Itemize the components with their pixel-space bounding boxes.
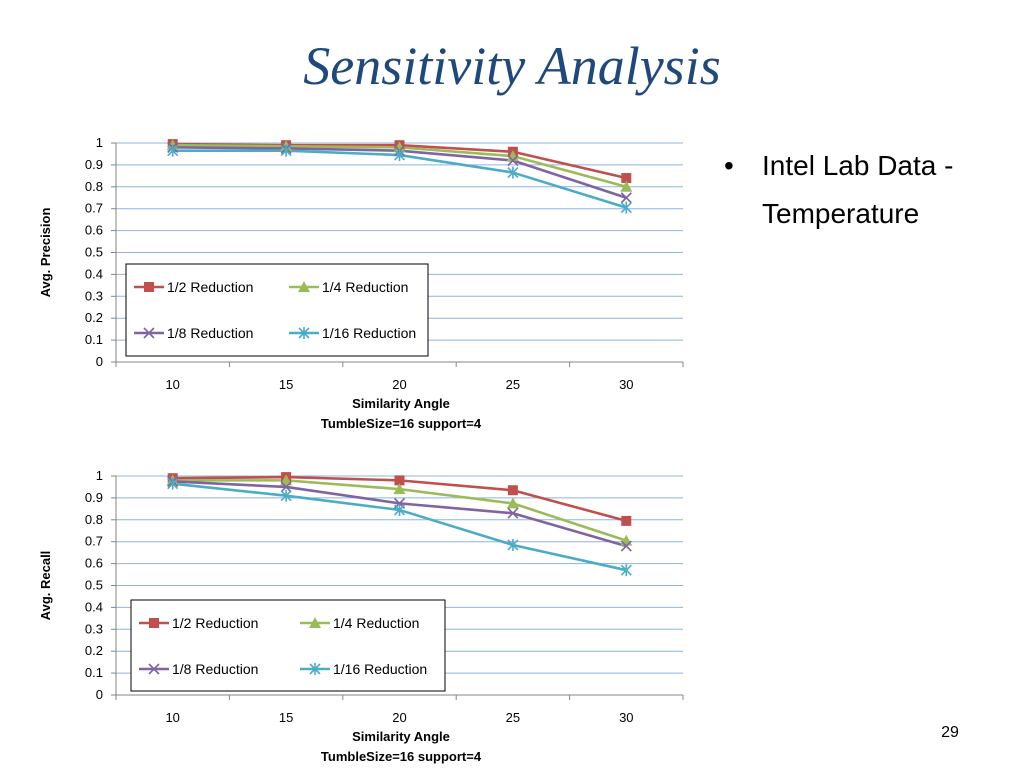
legend-label: 1/8 Reduction xyxy=(167,325,253,341)
y-tick-label: 0.2 xyxy=(85,310,103,325)
data-point xyxy=(507,166,519,179)
x-tick-label: 20 xyxy=(392,710,406,725)
x-tick-label: 10 xyxy=(165,377,179,392)
legend-box xyxy=(130,599,446,692)
y-tick-label: 1 xyxy=(96,135,103,150)
data-point xyxy=(620,192,632,204)
x-tick-label: 30 xyxy=(619,710,633,725)
data-point xyxy=(280,481,292,493)
legend-label: 1/2 Reduction xyxy=(167,279,253,295)
data-point xyxy=(620,180,633,192)
bullet-list: • Intel Lab Data - Temperature xyxy=(724,142,1014,238)
x-axis-title: Similarity Angle xyxy=(352,396,450,411)
x-axis-title: Similarity Angle xyxy=(352,729,450,744)
legend: 1/2 Reduction 1/4 Reduction 1/8 Reduction 1… xyxy=(125,263,429,357)
x-tick-label: 15 xyxy=(279,710,293,725)
x-tick-label: 20 xyxy=(392,377,406,392)
y-tick-label: 0.1 xyxy=(85,665,103,680)
y-axis-title: Avg. Recall xyxy=(38,551,53,621)
chart-caption: TumbleSize=16 support=4 xyxy=(321,416,482,431)
y-axis-title: Avg. Precision xyxy=(38,208,53,298)
y-tick-label: 0.7 xyxy=(85,534,103,549)
y-tick-label: 0.9 xyxy=(85,490,103,505)
x-tick-label: 25 xyxy=(506,710,520,725)
y-tick-label: 1 xyxy=(96,468,103,483)
data-point xyxy=(507,154,519,167)
x-tick-label: 30 xyxy=(619,377,633,392)
y-tick-label: 0.3 xyxy=(85,288,103,303)
y-tick-label: 0.5 xyxy=(85,245,103,260)
slide-title: Sensitivity Analysis xyxy=(303,36,721,96)
y-tick-label: 0.8 xyxy=(85,512,103,527)
x-tick-label: 10 xyxy=(165,710,179,725)
y-tick-label: 0 xyxy=(96,687,103,702)
y-tick-label: 0.6 xyxy=(85,556,103,571)
data-point xyxy=(621,515,632,526)
y-tick-label: 0.1 xyxy=(85,332,103,347)
legend-marker xyxy=(298,327,310,339)
data-point xyxy=(167,477,179,490)
y-tick-label: 0.8 xyxy=(85,179,103,194)
data-point xyxy=(167,144,179,157)
bullet-text: Intel Lab Data - Temperature xyxy=(762,150,954,229)
legend-label: 1/4 Reduction xyxy=(322,279,408,295)
x-tick-label: 25 xyxy=(506,377,520,392)
y-tick-label: 0.9 xyxy=(85,157,103,172)
y-tick-label: 0.7 xyxy=(85,201,103,216)
legend-marker xyxy=(149,618,159,628)
chart-1: 0 0.1 0.2 0.3 0.4 0.5 0.6 0.7 0.8 0.9 1 10 15 20 25 30 S… xyxy=(38,135,684,431)
legend-label: 1/4 Reduction xyxy=(333,615,419,631)
y-tick-label: 0 xyxy=(96,354,103,369)
legend-box xyxy=(125,263,429,357)
y-tick-label: 0.4 xyxy=(85,599,103,614)
bullet-dot-icon: • xyxy=(724,150,734,181)
y-tick-label: 0.2 xyxy=(85,643,103,658)
data-point xyxy=(393,149,406,162)
data-point xyxy=(621,173,632,184)
legend-label: 1/8 Reduction xyxy=(172,661,258,677)
data-point xyxy=(280,144,292,157)
data-point xyxy=(393,141,406,153)
page-number: 29 xyxy=(941,724,959,741)
legend-marker xyxy=(148,663,160,675)
chart-2: 0 0.1 0.2 0.3 0.4 0.5 0.6 0.7 0.8 0.9 1 10 15 20 25 30 S… xyxy=(38,468,684,764)
legend-marker xyxy=(143,327,155,339)
legend-marker xyxy=(309,663,321,675)
data-point xyxy=(506,497,519,509)
data-point xyxy=(280,489,292,502)
data-point xyxy=(507,538,519,551)
legend-label: 1/2 Reduction xyxy=(172,615,258,631)
data-point xyxy=(620,201,632,214)
data-point xyxy=(394,475,405,486)
legend-label: 1/16 Reduction xyxy=(322,325,416,341)
data-point xyxy=(620,564,632,577)
data-point xyxy=(393,483,406,495)
legend: 1/2 Reduction 1/4 Reduction 1/8 Reduction 1… xyxy=(130,599,446,692)
data-point xyxy=(507,485,518,496)
y-tick-label: 0.5 xyxy=(85,578,103,593)
legend-marker xyxy=(309,617,321,628)
y-tick-label: 0.3 xyxy=(85,621,103,636)
data-point xyxy=(393,503,406,516)
data-point xyxy=(620,540,632,552)
legend-marker xyxy=(298,281,310,292)
x-tick-label: 15 xyxy=(279,377,293,392)
legend-label: 1/16 Reduction xyxy=(333,661,427,677)
data-point xyxy=(280,474,293,486)
chart-caption: TumbleSize=16 support=4 xyxy=(321,749,482,764)
y-tick-label: 0.6 xyxy=(85,223,103,238)
legend-marker xyxy=(144,282,154,292)
y-tick-label: 0.4 xyxy=(85,266,103,281)
data-point xyxy=(507,507,519,519)
